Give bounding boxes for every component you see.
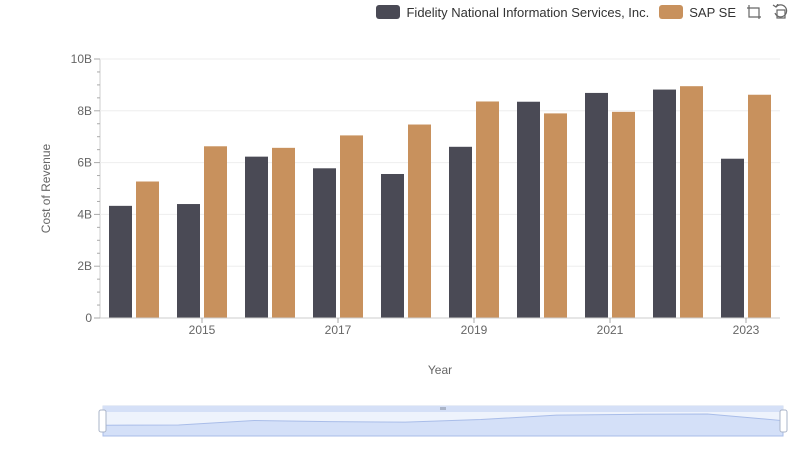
bar-sap-2016: [272, 147, 295, 318]
y-tick-label: 8B: [77, 104, 92, 118]
y-tick-label: 0: [85, 311, 92, 325]
zoom-handle-left[interactable]: [98, 409, 107, 433]
x-tick-label: 2019: [461, 323, 488, 337]
legend-label-fidelity: Fidelity National Information Services, …: [406, 4, 650, 20]
bar-fidelity-2020: [517, 101, 540, 318]
bar-fidelity-2018: [381, 173, 404, 318]
bar-fidelity-2021: [585, 92, 608, 318]
x-axis-title: Year: [428, 363, 452, 377]
bar-fidelity-2014: [109, 205, 132, 318]
bar-sap-2017: [340, 135, 363, 318]
bar-fidelity-2023: [721, 158, 744, 318]
legend-label-sap: SAP SE: [689, 4, 736, 20]
y-axis-title: Cost of Revenue: [39, 143, 53, 233]
y-tick-label: 6B: [77, 156, 92, 170]
bar-sap-2014: [136, 181, 159, 318]
y-tick-label: 4B: [77, 207, 92, 221]
bar-sap-2019: [476, 101, 499, 318]
bar-sap-2021: [612, 111, 635, 318]
bar-sap-2020: [544, 113, 567, 318]
bar-fidelity-2019: [449, 146, 472, 318]
zoom-drag-grip: [440, 407, 446, 410]
zoom-select-icon[interactable]: [746, 4, 762, 20]
legend-swatch-sap: [659, 5, 684, 19]
x-tick-label: 2015: [189, 323, 216, 337]
zoom-handle-right[interactable]: [779, 409, 788, 433]
y-tick-label: 2B: [77, 259, 92, 273]
restore-icon[interactable]: [772, 4, 788, 20]
bar-fidelity-2016: [245, 156, 268, 318]
legend-item-sap[interactable]: SAP SE: [659, 5, 736, 20]
bar-sap-2015: [204, 146, 227, 318]
bar-sap-2023: [748, 94, 771, 318]
x-tick-label: 2023: [733, 323, 760, 337]
bar-fidelity-2022: [653, 89, 676, 318]
x-tick-label: 2021: [597, 323, 624, 337]
legend: Fidelity National Information Services, …: [376, 4, 788, 20]
x-tick-label: 2017: [325, 323, 352, 337]
zoom-slider-preview: [102, 413, 784, 437]
bar-sap-2022: [680, 86, 703, 318]
bar-fidelity-2015: [177, 204, 200, 318]
bar-fidelity-2017: [313, 168, 336, 318]
bar-sap-2018: [408, 124, 431, 318]
legend-item-fidelity[interactable]: Fidelity National Information Services, …: [376, 5, 649, 20]
y-tick-label: 10B: [71, 52, 92, 66]
legend-swatch-fidelity: [376, 5, 401, 19]
